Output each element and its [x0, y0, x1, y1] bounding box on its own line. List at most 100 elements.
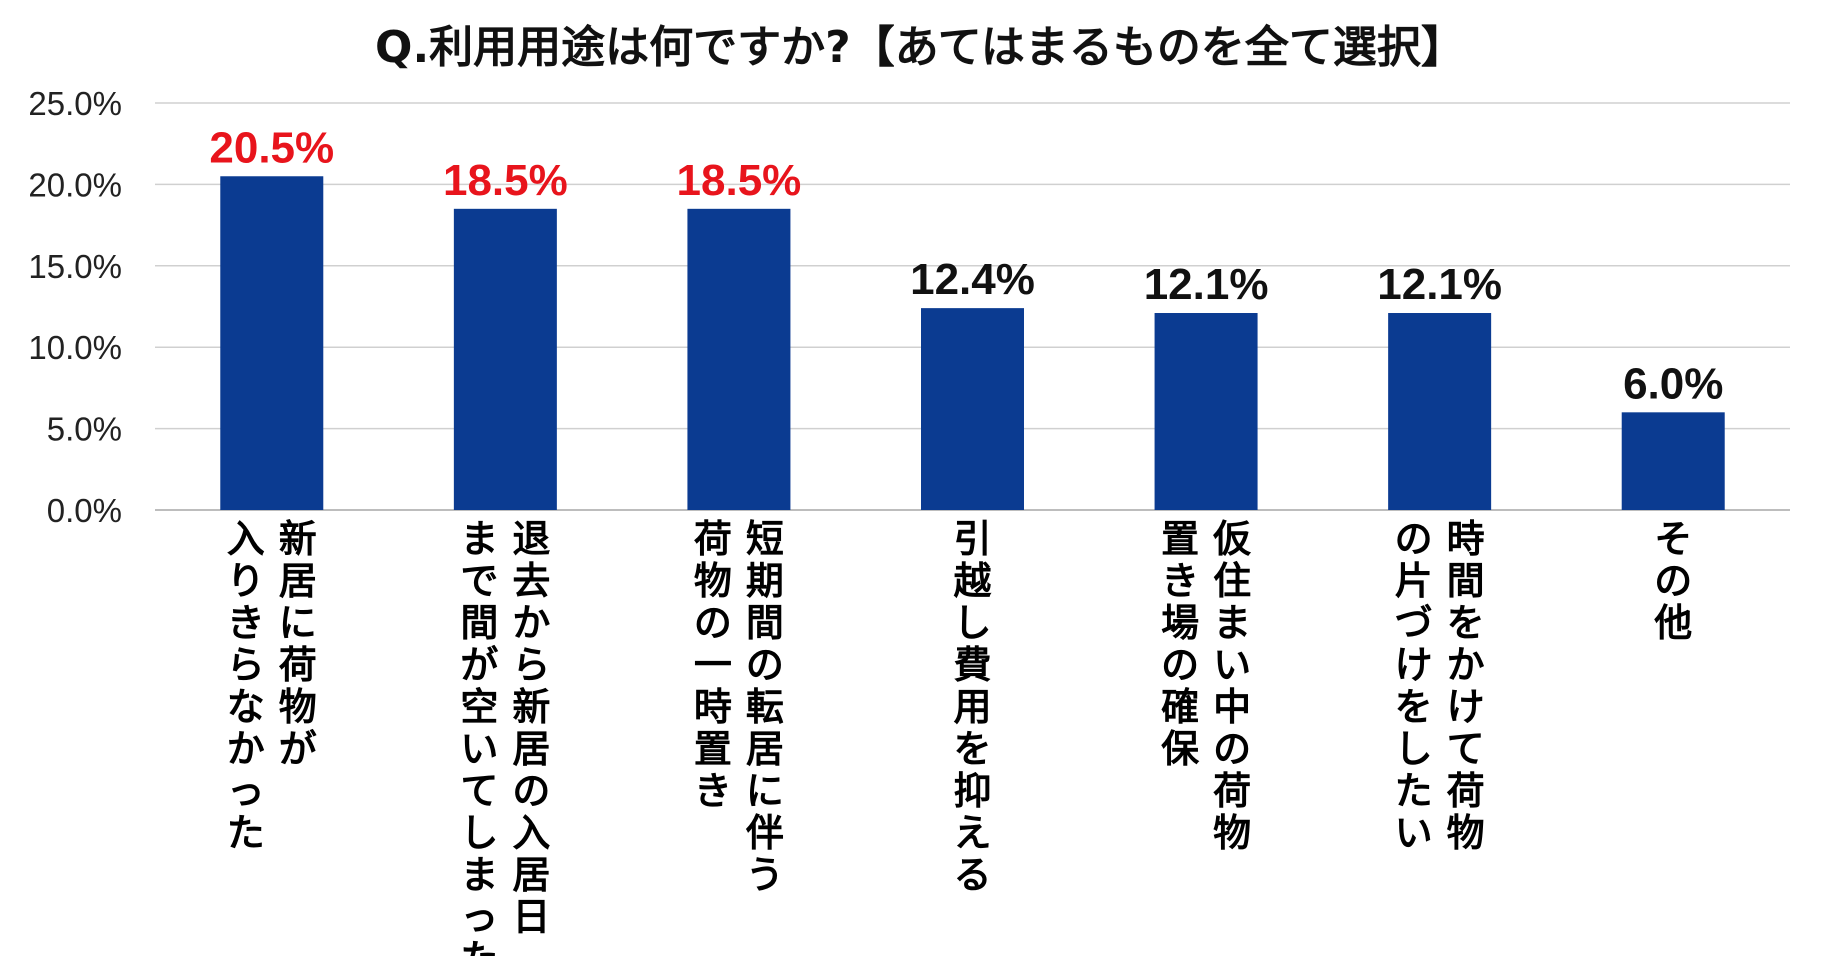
category-char: た — [1395, 769, 1433, 813]
category-char: 置 — [694, 727, 732, 771]
category-char: た — [227, 811, 265, 855]
bar — [1154, 313, 1258, 510]
bar — [220, 176, 324, 510]
category-label: 退去から新居の入居日まで間が空いてしまった — [460, 517, 550, 956]
category-char: 空 — [460, 685, 498, 729]
category-char: か — [227, 727, 265, 771]
category-char: 物 — [1213, 811, 1251, 855]
category-char: 荷 — [694, 517, 732, 561]
category-char: ま — [1213, 601, 1251, 645]
category-char: き — [1161, 559, 1199, 603]
category-char: 抑 — [953, 769, 991, 813]
category-char: 荷 — [1447, 769, 1485, 813]
category-char: け — [1447, 685, 1485, 729]
value-label: 18.5% — [677, 156, 802, 205]
category-char: の — [746, 643, 784, 687]
value-label: 18.5% — [443, 156, 568, 205]
category-char: 間 — [746, 601, 784, 645]
bar — [687, 208, 791, 510]
category-char: て — [1447, 727, 1485, 771]
category-char: 片 — [1395, 559, 1433, 603]
category-char: た — [460, 937, 498, 956]
category-char: 去 — [512, 559, 550, 603]
y-axis-ticks: 0.0% 5.0% 10.0% 15.0% 20.0% 25.0% — [28, 85, 122, 529]
category-char: し — [1395, 727, 1433, 771]
category-char: 用 — [953, 685, 991, 729]
category-char: の — [1213, 727, 1251, 771]
category-label: その他 — [1653, 517, 1692, 645]
category-char: そ — [1654, 517, 1692, 561]
category-char: 間 — [460, 601, 498, 645]
category-char: 入 — [227, 517, 265, 561]
category-char: 転 — [746, 685, 784, 729]
category-char: 新 — [279, 517, 317, 561]
chart-title: Q.利用用途は何ですか?【あてはまるものを全て選択】 — [375, 22, 1465, 73]
category-char: の — [1395, 517, 1433, 561]
category-char: 期 — [746, 559, 784, 603]
category-char: 費 — [953, 643, 991, 687]
y-tick-label: 15.0% — [28, 248, 122, 285]
category-char: ま — [460, 853, 498, 897]
category-char: 居 — [746, 727, 784, 771]
y-tick-label: 20.0% — [28, 166, 122, 203]
category-char: 引 — [953, 517, 991, 561]
category-char: 物 — [279, 685, 317, 729]
category-char: 荷 — [1213, 769, 1251, 813]
category-char: を — [953, 727, 991, 771]
bar — [1388, 313, 1492, 510]
y-tick-label: 25.0% — [28, 85, 122, 122]
category-char: 時 — [1447, 517, 1485, 561]
category-char: 伴 — [745, 811, 784, 855]
y-tick-label: 5.0% — [47, 411, 122, 448]
category-char: し — [460, 811, 498, 855]
category-char: 居 — [279, 559, 317, 603]
category-char: 間 — [1447, 559, 1485, 603]
category-char: 居 — [512, 727, 550, 771]
category-char: 確 — [1161, 685, 1199, 729]
category-char: の — [1654, 559, 1692, 603]
category-char: 越 — [953, 559, 992, 603]
category-char: か — [1447, 643, 1485, 687]
category-char: に — [279, 601, 317, 645]
category-char: 入 — [512, 811, 550, 855]
bars — [220, 176, 1725, 510]
category-char: っ — [227, 769, 265, 813]
category-char: い — [1395, 811, 1433, 855]
y-tick-label: 10.0% — [28, 329, 122, 366]
category-char: け — [1395, 643, 1433, 687]
category-char: を — [1447, 601, 1485, 645]
bar — [1621, 412, 1725, 510]
category-char: ま — [460, 517, 498, 561]
category-char: の — [512, 769, 550, 813]
value-labels: 20.5% 18.5% 18.5% 12.4% 12.1% 12.1% 6.0% — [209, 123, 1723, 408]
value-label: 12.1% — [1377, 260, 1502, 309]
category-char: 荷 — [279, 643, 317, 687]
value-label: 20.5% — [209, 123, 334, 172]
category-char: で — [460, 559, 498, 603]
bar — [921, 308, 1024, 510]
category-char: 居 — [512, 853, 550, 897]
category-char: っ — [460, 895, 498, 939]
category-char: い — [1213, 643, 1251, 687]
category-char: い — [460, 727, 498, 771]
category-char: 中 — [1213, 685, 1251, 729]
value-label: 6.0% — [1623, 359, 1723, 408]
category-char: 日 — [512, 895, 550, 939]
category-char: る — [953, 853, 991, 897]
category-char: し — [953, 601, 991, 645]
category-char: を — [1395, 685, 1433, 729]
category-char: 物 — [694, 559, 732, 603]
category-char: に — [746, 769, 784, 813]
category-char: え — [953, 811, 991, 855]
category-char: り — [227, 559, 265, 603]
category-char: 時 — [694, 685, 732, 729]
category-char: 短 — [746, 517, 784, 561]
value-label: 12.4% — [910, 255, 1035, 304]
category-char: ら — [227, 643, 265, 687]
category-char: 物 — [1447, 811, 1485, 855]
value-label: 12.1% — [1144, 260, 1269, 309]
category-char: 新 — [512, 685, 550, 729]
